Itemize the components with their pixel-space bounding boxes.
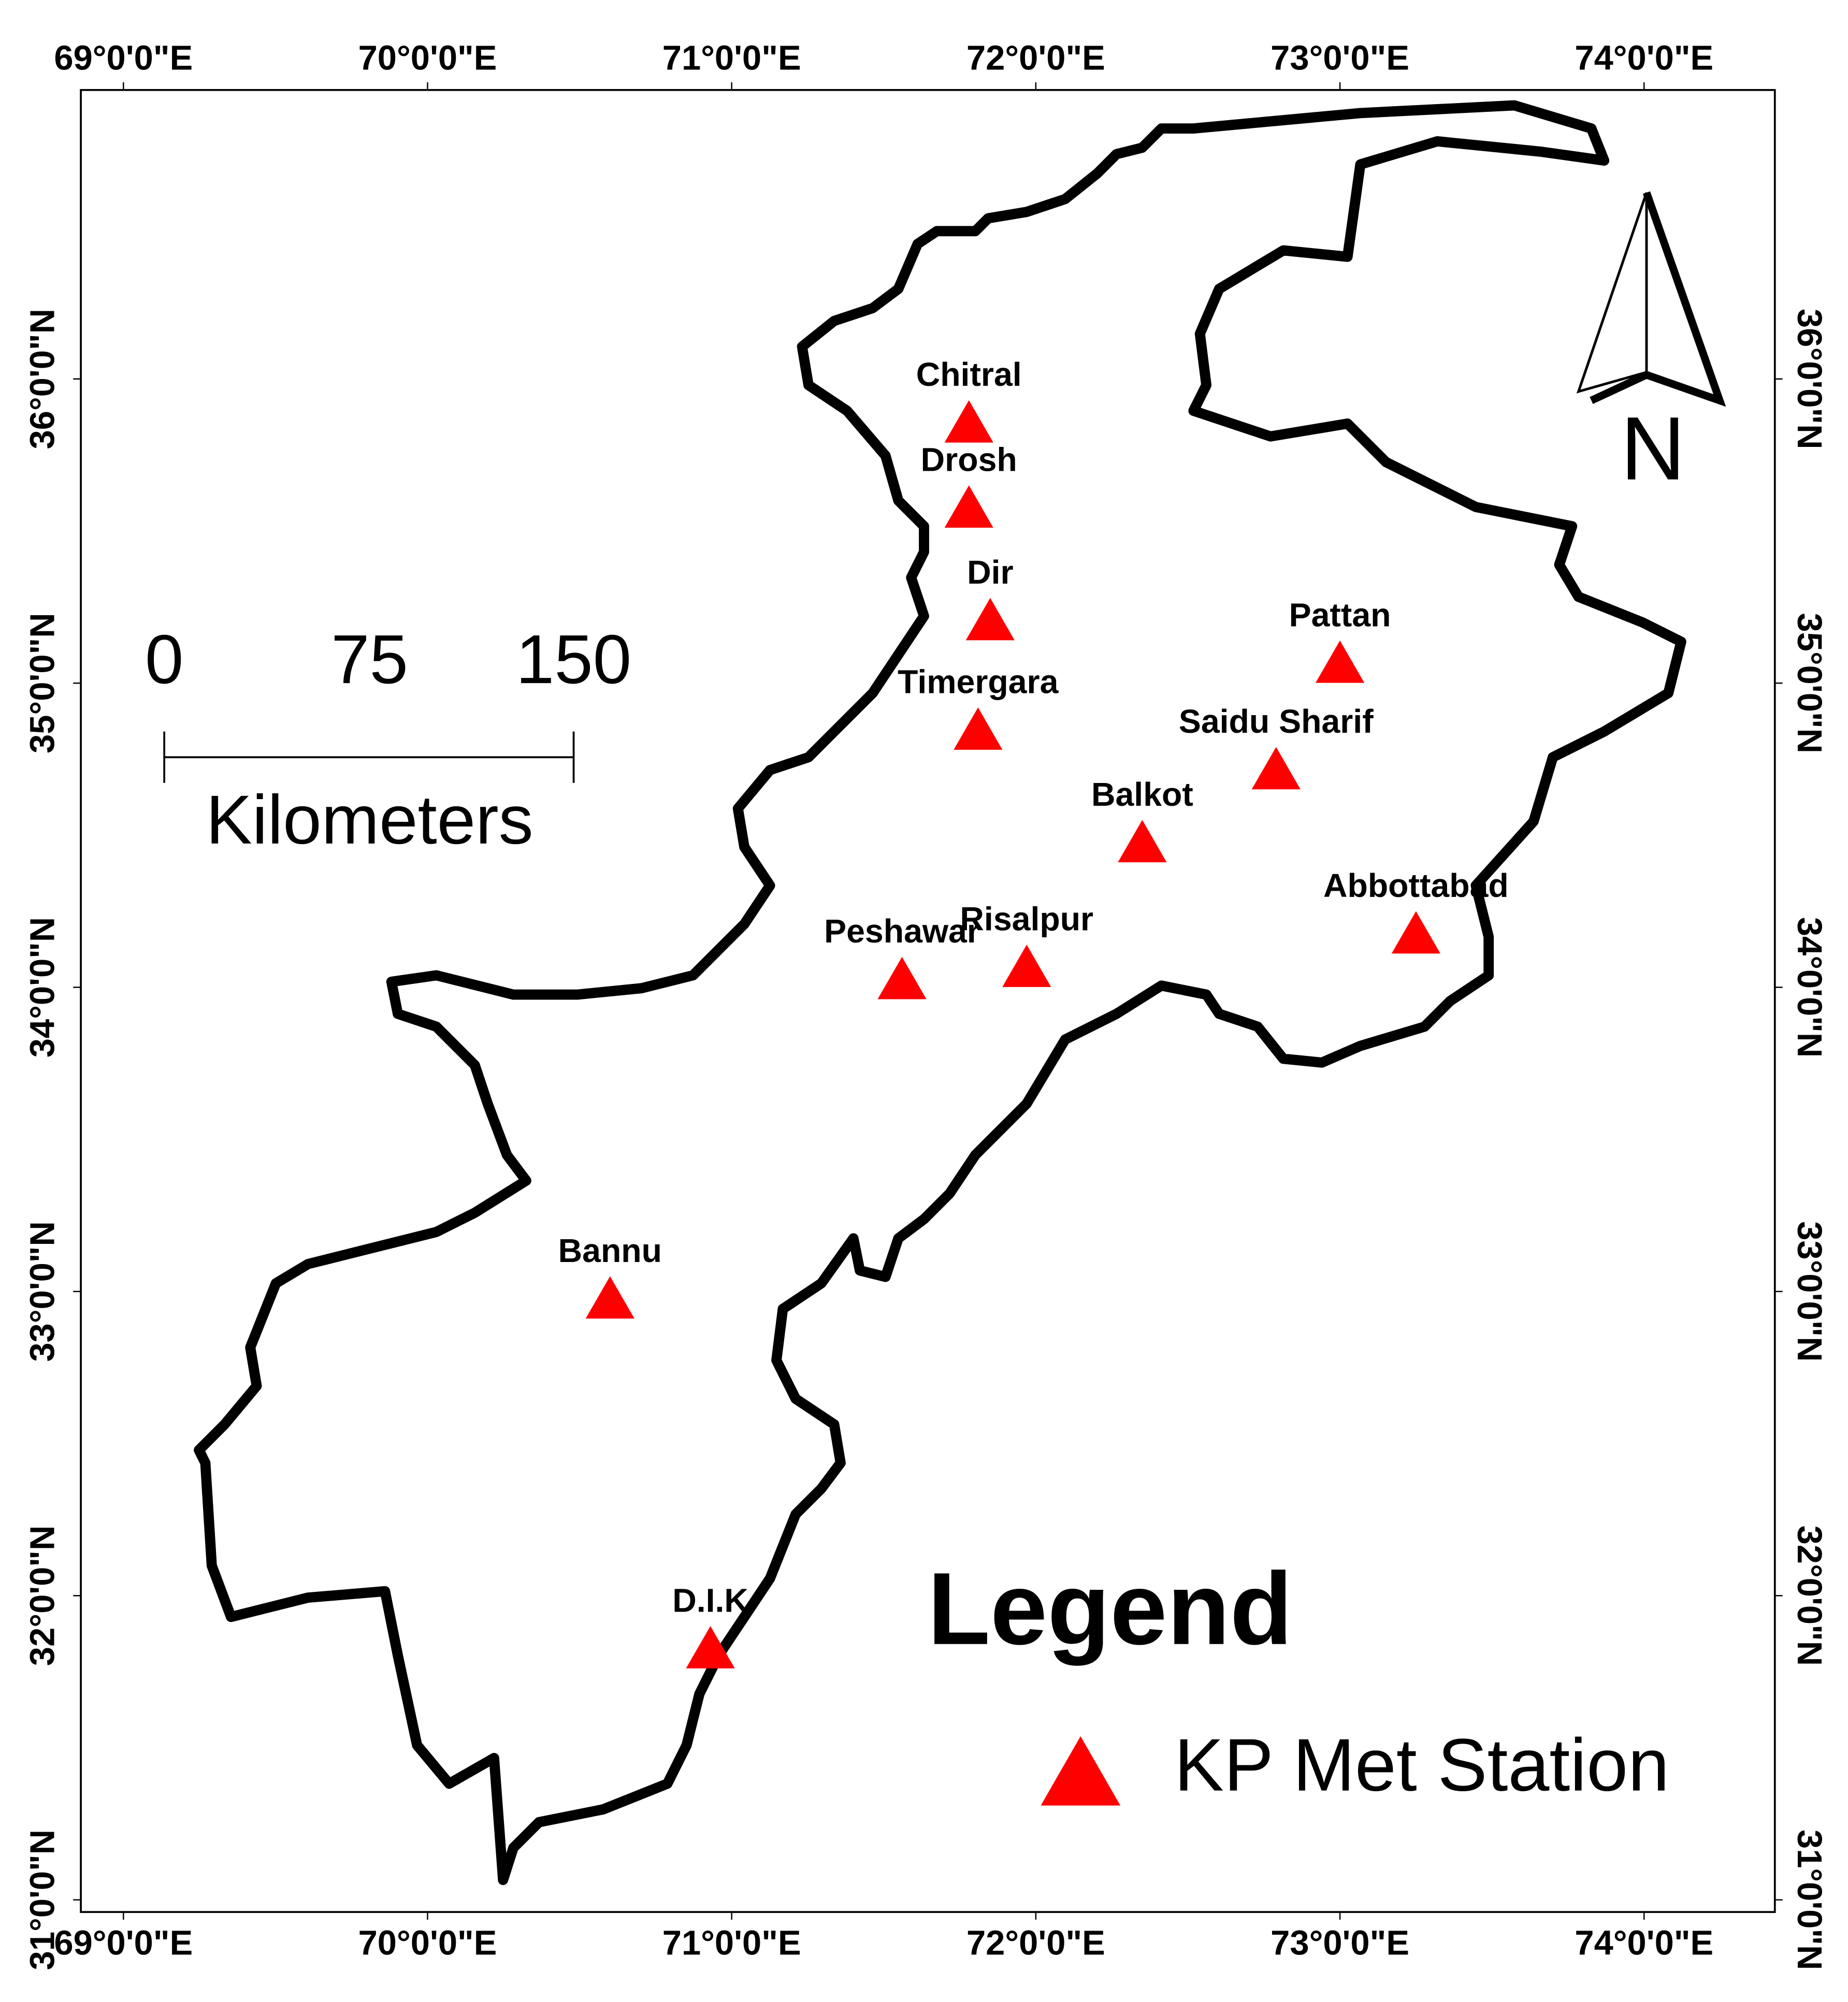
x-tick-label: 73°0'0"E: [1271, 38, 1409, 77]
x-tick-label: 74°0'0"E: [1575, 1923, 1713, 1962]
station-marker: [954, 707, 1003, 750]
x-tick-label: 70°0'0"E: [358, 1923, 497, 1962]
legend-title: Legend: [928, 1552, 1293, 1666]
y-tick-label: 35°0'0"N: [23, 613, 62, 753]
station-label: Bannu: [558, 1232, 662, 1269]
legend-symbol: [1041, 1736, 1121, 1806]
scale-bar: [163, 731, 575, 783]
station-label: Saidu Sharif: [1179, 703, 1374, 740]
north-label: N: [1621, 398, 1685, 499]
legend-label: KP Met Station: [1174, 1724, 1669, 1807]
station-marker: [686, 1626, 735, 1669]
x-tick-label: 73°0'0"E: [1271, 1923, 1409, 1962]
station-marker: [944, 400, 993, 443]
station-marker: [877, 956, 927, 999]
station-label: D.I.K: [672, 1582, 748, 1619]
x-tick-label: 72°0'0"E: [966, 38, 1105, 77]
y-tick-label: 34°0'0"N: [23, 917, 62, 1057]
station-label: Risalpur: [960, 901, 1093, 938]
x-tick-label: 70°0'0"E: [358, 38, 497, 77]
station-marker: [585, 1276, 634, 1319]
station-marker: [1118, 820, 1167, 863]
scale-unit: Kilometers: [206, 781, 533, 859]
x-tick-label: 71°0'0"E: [662, 1923, 801, 1962]
scale-label: 150: [516, 621, 631, 698]
y-tick-label: 33°0'0"N: [1790, 1221, 1829, 1361]
y-tick-label: 32°0'0"N: [1790, 1526, 1829, 1666]
station-label: Drosh: [921, 441, 1017, 478]
map-frame: [80, 89, 1776, 1913]
station-label: Dir: [967, 554, 1013, 591]
province-boundary: [194, 100, 1686, 1885]
y-tick-label: 34°0'0"N: [1790, 917, 1829, 1057]
station-label: Chitral: [916, 356, 1022, 393]
station-marker: [944, 485, 993, 528]
station-label: Balkot: [1091, 776, 1193, 813]
y-tick-label: 33°0'0"N: [23, 1221, 62, 1361]
y-tick-label: 31°0'0"N: [1790, 1830, 1829, 1970]
station-marker: [1002, 945, 1051, 988]
scale-label: 0: [145, 621, 183, 698]
station-marker: [1316, 640, 1365, 683]
x-tick-label: 72°0'0"E: [966, 1923, 1105, 1962]
station-label: Peshawar: [824, 912, 980, 950]
north-arrow: [1576, 191, 1726, 407]
station-label: Pattan: [1289, 596, 1391, 633]
scale-label: 75: [331, 621, 408, 698]
y-tick-label: 31°0'0"N: [23, 1830, 62, 1970]
y-tick-label: 35°0'0"N: [1790, 613, 1829, 753]
x-tick-label: 71°0'0"E: [662, 38, 801, 77]
x-tick-label: 69°0'0"E: [54, 38, 193, 77]
station-marker: [1391, 911, 1440, 954]
x-tick-label: 69°0'0"E: [54, 1923, 193, 1962]
x-tick-label: 74°0'0"E: [1575, 38, 1713, 77]
station-label: Timergara: [898, 663, 1059, 701]
station-marker: [965, 598, 1015, 641]
y-tick-label: 36°0'0"N: [23, 309, 62, 449]
station-label: Abbottabad: [1323, 867, 1509, 904]
y-tick-label: 32°0'0"N: [23, 1526, 62, 1666]
station-marker: [1251, 747, 1301, 790]
y-tick-label: 36°0'0"N: [1790, 309, 1829, 449]
